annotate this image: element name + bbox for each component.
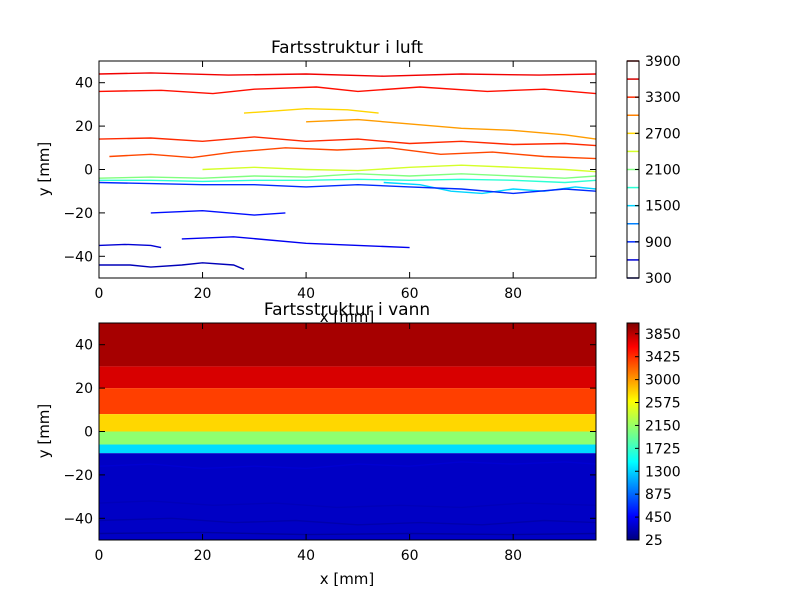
plot2-yaxis: −40 −20 0 20 40 <box>63 338 596 527</box>
contour-band <box>99 414 596 432</box>
y-tick-label: 20 <box>75 119 93 135</box>
y-tick-label: 0 <box>84 163 93 179</box>
colorbar-tick-label: 1725 <box>645 441 681 457</box>
contour-line <box>99 173 596 179</box>
x-tick-label: 80 <box>504 286 522 302</box>
colorbar-tick-label: 2100 <box>645 163 681 179</box>
plot1-yaxis: −40 −20 0 20 40 <box>63 76 596 265</box>
plot2-ylabel: y [mm] <box>35 404 53 459</box>
y-tick-label: 0 <box>84 425 93 441</box>
colorbar-luft: 300 900 1500 2100 2700 3300 3900 <box>626 54 681 287</box>
contour-line <box>99 461 596 470</box>
x-tick-label: 80 <box>504 548 522 564</box>
plot2-contours <box>99 323 596 540</box>
colorbar-tick-label: 3000 <box>645 373 681 389</box>
colorbar-tick-label: 25 <box>645 533 663 549</box>
colorbar-tick-label: 300 <box>645 271 672 287</box>
colorbar-tick-label: 1500 <box>645 199 681 215</box>
contour-band <box>99 323 596 367</box>
plot1-ylabel: y [mm] <box>35 142 53 197</box>
x-tick-label: 60 <box>401 286 419 302</box>
y-tick-label: −20 <box>63 468 93 484</box>
x-tick-label: 20 <box>194 548 212 564</box>
contour-line <box>202 164 596 173</box>
colorbar-tick-label: 450 <box>645 510 672 526</box>
y-tick-label: −20 <box>63 206 93 222</box>
colorbar-tick-label: 875 <box>645 487 672 503</box>
colorbar-tick-label: 900 <box>645 235 672 251</box>
contour-line <box>306 118 596 140</box>
subplot2-title: Fartsstruktur i vann <box>264 300 430 320</box>
plot1-xaxis: 0 20 40 60 80 <box>95 61 522 302</box>
subplot-vann: Fartsstruktur i vann 0 20 40 60 80 −40 −20 0 20… <box>35 300 681 588</box>
contour-band <box>99 388 596 415</box>
contour-line <box>99 262 245 270</box>
y-tick-label: 20 <box>75 381 93 397</box>
contour-line <box>99 500 596 509</box>
contour-line <box>99 243 162 249</box>
subplot1-title: Fartsstruktur i luft <box>271 38 423 58</box>
x-tick-label: 40 <box>297 286 315 302</box>
x-tick-label: 20 <box>194 286 212 302</box>
x-tick-label: 40 <box>297 548 315 564</box>
contour-line <box>99 531 596 536</box>
colorbar-tick-label: 1300 <box>645 464 681 480</box>
x-tick-label: 60 <box>401 548 419 564</box>
x-tick-label: 0 <box>95 286 104 302</box>
contour-line <box>383 181 596 195</box>
contour-line <box>181 236 410 249</box>
y-tick-label: −40 <box>63 511 93 527</box>
plot1-xlabel: x [mm] <box>320 308 375 326</box>
plot2-xlabel: x [mm] <box>320 570 375 588</box>
y-tick-label: 40 <box>75 76 93 92</box>
colorbar-tick-label: 3850 <box>645 327 681 343</box>
colorbar-tick-label: 2700 <box>645 126 681 142</box>
subplot-luft: Fartsstruktur i luft 0 20 40 60 80 −40 −20 0 20… <box>35 38 681 326</box>
colorbar-tick-label: 3900 <box>645 54 681 70</box>
contour-line <box>99 482 596 491</box>
contour-band <box>99 453 596 540</box>
contour-line <box>243 107 379 114</box>
contour-line <box>99 72 596 77</box>
contour-band <box>99 444 596 454</box>
contour-band <box>99 431 596 445</box>
contour-line <box>109 147 596 160</box>
contour-band <box>99 366 596 389</box>
y-tick-label: 40 <box>75 338 93 354</box>
colorbar-tick-label: 2575 <box>645 396 681 412</box>
colorbar-body <box>627 323 639 540</box>
contour-line <box>99 178 596 184</box>
colorbar-vann: 25 450 875 1300 1725 2150 2575 3000 3425 3850 <box>626 322 681 549</box>
contour-line <box>99 517 596 526</box>
colorbar-tick-label: 2150 <box>645 418 681 434</box>
y-tick-label: −40 <box>63 249 93 265</box>
contour-line <box>99 136 596 147</box>
plot2-xaxis: 0 20 40 60 80 <box>95 323 522 564</box>
contour-line <box>99 181 596 195</box>
plot1-contours <box>99 72 596 270</box>
contour-line <box>99 86 596 95</box>
colorbar-tick-label: 3300 <box>645 90 681 106</box>
colorbar-frame <box>626 322 640 541</box>
x-tick-label: 0 <box>95 548 104 564</box>
contour-line <box>150 209 286 216</box>
colorbar-tick-label: 3425 <box>645 350 681 366</box>
